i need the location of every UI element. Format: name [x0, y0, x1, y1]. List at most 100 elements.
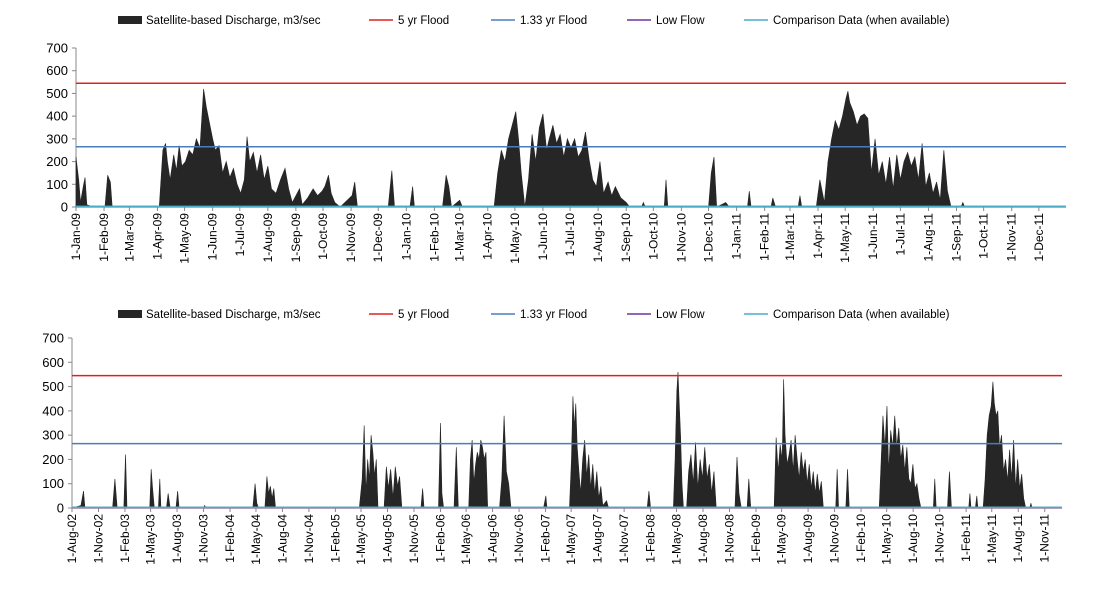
x-tick-label: 1-Aug-10	[906, 514, 920, 564]
x-tick-label: 1-Jul-11	[893, 213, 907, 256]
legend-label-comparison: Comparison Data (when available)	[773, 15, 950, 27]
x-tick-label: 1-Nov-10	[674, 213, 688, 263]
y-tick-label: 100	[42, 476, 64, 491]
x-tick-label: 1-Jan-11	[730, 213, 744, 260]
legend-label-flood5: 5 yr Flood	[398, 309, 449, 321]
x-tick-label: 1-Jun-10	[536, 213, 550, 261]
x-tick-label: 1-Sep-11	[950, 213, 964, 262]
x-tick-label: 1-Feb-09	[749, 514, 763, 563]
legend-label-flood5: 5 yr Flood	[398, 15, 449, 27]
x-tick-label: 1-Feb-08	[644, 514, 658, 563]
y-tick-label: 300	[42, 428, 64, 443]
x-tick-label: 1-Nov-10	[933, 514, 947, 564]
x-tick-label: 1-Aug-10	[591, 213, 605, 263]
legend-label-discharge: Satellite-based Discharge, m3/sec	[146, 309, 321, 321]
x-tick-label: 1-Nov-03	[197, 514, 211, 564]
legend-label-discharge: Satellite-based Discharge, m3/sec	[146, 15, 321, 27]
y-tick-label: 0	[57, 501, 64, 516]
x-tick-label: 1-May-11	[838, 213, 852, 263]
x-tick-label: 1-Oct-09	[316, 213, 330, 260]
x-tick-label: 1-Nov-09	[344, 213, 358, 263]
series-discharge-area	[75, 88, 1066, 208]
y-tick-label: 600	[46, 63, 68, 78]
x-tick-label: 1-Aug-09	[261, 213, 275, 263]
y-tick-label: 400	[46, 109, 68, 124]
x-tick-label: 1-Nov-11	[1038, 514, 1052, 563]
x-tick-label: 1-Oct-10	[646, 213, 660, 260]
y-tick-label: 200	[46, 154, 68, 169]
x-tick-label: 1-May-07	[564, 514, 578, 565]
x-tick-label: 1-Jan-09	[69, 213, 83, 261]
x-tick-label: 1-May-10	[880, 514, 894, 565]
series-discharge-area	[71, 371, 1062, 509]
x-tick-label: 1-Apr-09	[150, 213, 164, 260]
y-tick-label: 700	[42, 331, 64, 346]
y-tick-label: 0	[61, 200, 68, 215]
x-tick-label: 1-Feb-07	[539, 514, 553, 563]
x-tick-label: 1-Aug-04	[275, 514, 289, 564]
legend-label-flood133: 1.33 yr Flood	[520, 15, 587, 27]
x-tick-label: 1-Aug-02	[65, 514, 79, 564]
x-tick-label: 1-Sep-09	[289, 213, 303, 263]
x-tick-label: 1-Mar-09	[122, 213, 136, 262]
x-tick-label: 1-Feb-11	[758, 213, 772, 261]
x-tick-label: 1-Nov-04	[302, 514, 316, 564]
x-tick-label: 1-Feb-04	[223, 514, 237, 563]
x-tick-label: 1-Oct-11	[977, 213, 991, 259]
x-tick-label: 1-Jun-11	[866, 213, 880, 260]
y-tick-label: 700	[46, 41, 68, 56]
discharge-chart-2009-2011: Satellite-based Discharge, m3/sec 5 yr Fl…	[0, 0, 1094, 300]
legend-label-lowflow: Low Flow	[656, 309, 705, 321]
x-tick-label: 1-Aug-11	[1011, 514, 1025, 563]
x-tick-label: 1-May-09	[775, 514, 789, 565]
y-tick-label: 500	[42, 379, 64, 394]
chart-1-svg: Satellite-based Discharge, m3/sec 5 yr Fl…	[46, 15, 1066, 264]
legend-swatch-discharge	[118, 16, 142, 24]
x-tick-label: 1-Jan-10	[399, 213, 413, 261]
legend-label-lowflow: Low Flow	[656, 15, 705, 27]
legend-label-flood133: 1.33 yr Flood	[520, 309, 587, 321]
x-tick-label: 1-Aug-11	[921, 213, 935, 262]
y-tick-label: 100	[46, 177, 68, 192]
chart-2-svg: Satellite-based Discharge, m3/sec 5 yr Fl…	[42, 309, 1062, 565]
x-tick-label: 1-Feb-10	[427, 213, 441, 262]
x-tick-label: 1-Mar-10	[453, 213, 467, 262]
x-tick-label: 1-May-10	[508, 213, 522, 264]
x-tick-label: 1-Nov-02	[91, 514, 105, 564]
x-tick-label: 1-Nov-08	[723, 514, 737, 564]
x-tick-label: 1-May-05	[354, 514, 368, 565]
x-tick-label: 1-Feb-11	[959, 514, 973, 562]
x-tick-label: 1-Dec-11	[1032, 213, 1046, 262]
y-tick-label: 600	[42, 355, 64, 370]
x-tick-label: 1-Nov-06	[512, 514, 526, 564]
y-tick-label: 200	[42, 452, 64, 467]
x-tick-label: 1-Dec-10	[702, 213, 716, 263]
x-tick-label: 1-May-04	[249, 514, 263, 565]
x-tick-label: 1-Nov-11	[1005, 213, 1019, 262]
y-tick-label: 400	[42, 403, 64, 418]
discharge-chart-2002-2011: Satellite-based Discharge, m3/sec 5 yr Fl…	[0, 302, 1094, 608]
x-tick-label: 1-Dec-09	[371, 213, 385, 263]
x-tick-label: 1-Nov-09	[828, 514, 842, 564]
legend-swatch-discharge	[118, 310, 142, 318]
x-tick-label: 1-May-09	[178, 213, 192, 264]
x-tick-label: 1-Aug-05	[381, 514, 395, 564]
x-tick-label: 1-Feb-09	[97, 213, 111, 262]
legend-label-comparison: Comparison Data (when available)	[773, 309, 950, 321]
x-tick-label: 1-Aug-07	[591, 514, 605, 564]
x-tick-label: 1-Feb-06	[433, 514, 447, 563]
x-tick-label: 1-Sep-10	[619, 213, 633, 263]
x-tick-label: 1-Jul-09	[233, 213, 247, 257]
x-tick-label: 1-Nov-07	[617, 514, 631, 564]
x-tick-label: 1-Aug-09	[801, 514, 815, 564]
x-tick-label: 1-Aug-03	[170, 514, 184, 564]
x-tick-label: 1-Jul-10	[563, 213, 577, 257]
x-tick-label: 1-Apr-11	[811, 213, 825, 259]
y-tick-label: 500	[46, 86, 68, 101]
x-tick-label: 1-May-11	[985, 514, 999, 564]
x-tick-label: 1-Nov-05	[407, 514, 421, 564]
x-tick-label: 1-Jun-09	[206, 213, 220, 261]
x-tick-label: 1-Aug-08	[696, 514, 710, 564]
x-tick-label: 1-May-08	[670, 514, 684, 565]
x-tick-label: 1-May-06	[459, 514, 473, 565]
